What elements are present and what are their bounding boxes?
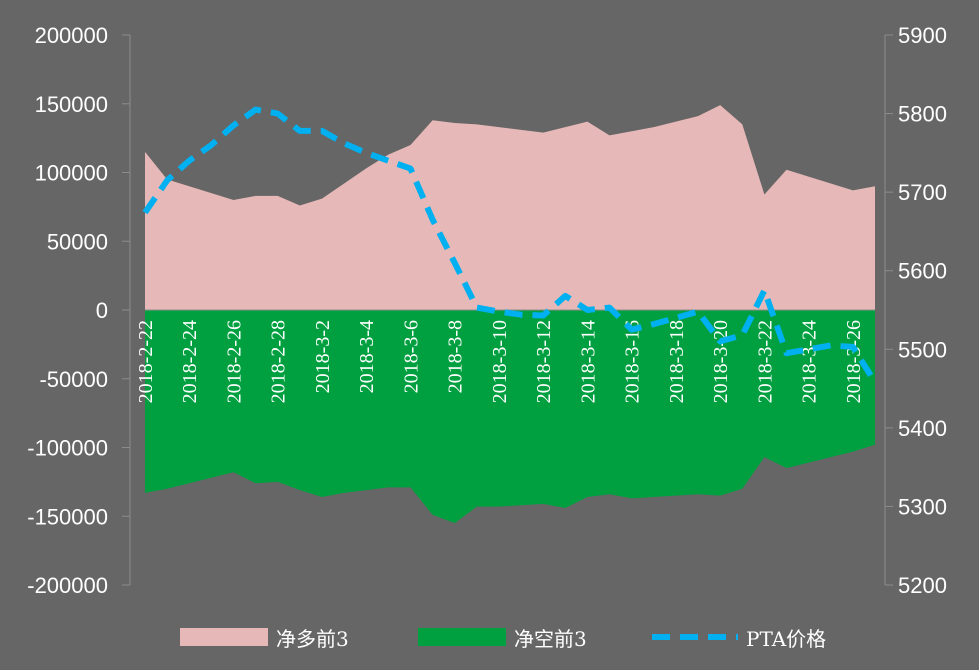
x-tick-label: 2018-3-18	[666, 320, 688, 403]
x-tick-label: 2018-3-10	[489, 320, 511, 403]
x-tick-label: 2018-2-22	[135, 320, 157, 403]
left-tick-label: -50000	[39, 367, 108, 392]
left-tick-label: 200000	[35, 23, 108, 48]
right-tick-label: 5400	[898, 416, 947, 441]
x-axis-ticks: 2018-2-22 2018-2-24 2018-2-26 2018-2-28 2018…	[135, 320, 865, 403]
left-tick-label: -200000	[27, 573, 108, 598]
x-tick-label: 2018-3-12	[533, 320, 555, 403]
left-tick-label: -100000	[27, 436, 108, 461]
x-tick-label: 2018-3-20	[710, 320, 732, 403]
right-tick-label: 5200	[898, 573, 947, 598]
line-layer	[142, 106, 878, 384]
x-tick-label: 2018-3-8	[445, 320, 467, 393]
right-tick-label: 5800	[898, 102, 947, 127]
left-tick-label: 100000	[35, 161, 108, 186]
series-area-1	[145, 310, 875, 524]
legend-label-net-long: 净多前3	[276, 627, 349, 651]
legend: 净多前3 净空前3 PTA价格	[180, 627, 826, 651]
legend-swatch-net-long	[180, 628, 268, 646]
x-tick-label: 2018-3-22	[754, 320, 776, 403]
area-layer	[145, 105, 875, 524]
legend-label-net-short: 净空前3	[514, 627, 587, 651]
x-tick-label: 2018-3-16	[622, 320, 644, 403]
legend-label-pta: PTA价格	[746, 627, 826, 651]
x-tick-label: 2018-3-4	[356, 320, 378, 393]
x-tick-label: 2018-3-24	[799, 320, 821, 403]
right-tick-label: 5600	[898, 259, 947, 284]
x-tick-label: 2018-3-26	[843, 320, 865, 403]
x-tick-label: 2018-2-28	[268, 320, 290, 403]
x-tick-label: 2018-2-26	[223, 320, 245, 403]
x-tick-label: 2018-3-14	[577, 320, 599, 403]
right-axis-ticks: 5900 5800 5700 5600 5500 5400 5300 5200	[885, 23, 947, 598]
x-tick-label: 2018-2-24	[179, 320, 201, 403]
x-tick-label: 2018-3-6	[400, 320, 422, 393]
left-tick-label: -150000	[27, 504, 108, 529]
left-axis-ticks: 200000 150000 100000 50000 0 -50000 -100000 -15…	[27, 23, 130, 598]
left-tick-label: 150000	[35, 92, 108, 117]
left-tick-label: 50000	[47, 229, 108, 254]
series-area-0	[145, 105, 875, 310]
left-tick-label: 0	[96, 298, 108, 323]
right-tick-label: 5300	[898, 494, 947, 519]
legend-swatch-net-short	[418, 628, 506, 646]
x-tick-label: 2018-3-2	[312, 320, 334, 393]
right-tick-label: 5900	[898, 23, 947, 48]
series-line-2	[142, 106, 878, 384]
right-tick-label: 5700	[898, 180, 947, 205]
right-tick-label: 5500	[898, 337, 947, 362]
